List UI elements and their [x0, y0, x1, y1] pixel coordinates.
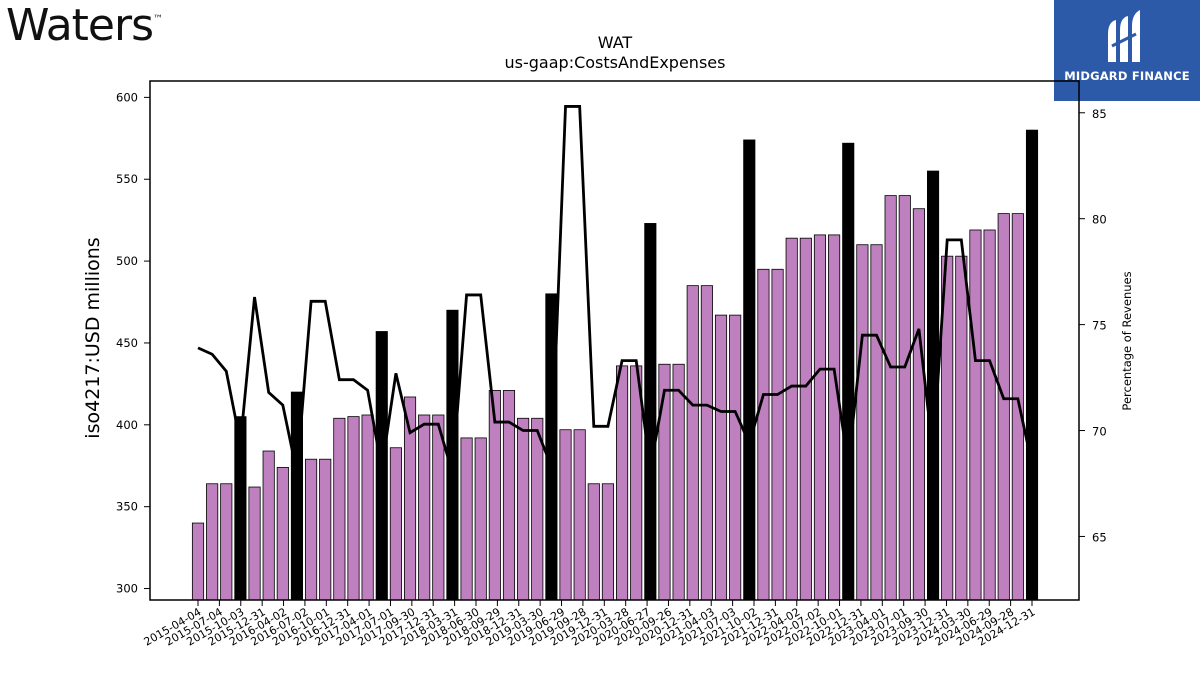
y-axis-label: iso4217:USD millions [82, 237, 104, 438]
y-axis: 300 350 400 450 500 550 600 [116, 90, 150, 596]
quarterly-bar [418, 414, 431, 601]
y2-axis-label: Percentage of Revenues [1120, 271, 1134, 410]
y-tick-label: 600 [116, 90, 138, 104]
y2-tick-label: 75 [1092, 319, 1107, 333]
chart-title: WAT [598, 33, 633, 52]
quarterly-bar [333, 417, 346, 601]
annual-bar [234, 416, 247, 601]
annual-bar [1025, 129, 1039, 601]
annual-bar [743, 139, 756, 601]
quarterly-bar [616, 365, 629, 601]
quarterly-bar [828, 234, 841, 601]
quarterly-bar [248, 486, 261, 601]
quarterly-bar [191, 522, 205, 601]
y-tick-label: 500 [116, 254, 138, 268]
quarterly-bar [220, 483, 233, 601]
quarterly-bar [1011, 213, 1024, 601]
quarterly-bar [389, 447, 402, 601]
annual-bar [842, 142, 855, 601]
y2-tick-label: 80 [1092, 213, 1107, 227]
y2-axis: 65 70 75 80 85 [1079, 107, 1107, 544]
quarterly-bar [305, 458, 318, 601]
quarterly-bar [870, 244, 883, 601]
quarterly-bar [347, 416, 360, 601]
quarterly-bar [714, 314, 728, 601]
percentage-line [197, 105, 1034, 474]
quarterly-bar [262, 450, 275, 601]
quarterly-bar [460, 437, 473, 601]
y-tick-label: 300 [116, 582, 138, 596]
quarterly-bar [785, 237, 798, 601]
y-tick-label: 400 [116, 418, 138, 432]
y2-tick-label: 65 [1092, 530, 1107, 544]
quarterly-bar [573, 429, 586, 601]
quarterly-bar [319, 458, 332, 601]
annual-bar [644, 223, 657, 601]
quarterly-bar [206, 483, 219, 601]
quarterly-bar [856, 244, 869, 601]
quarterly-bar [969, 229, 982, 601]
quarterly-bar [771, 268, 784, 601]
company-logo: Waters™ [6, 0, 163, 51]
quarterly-bar [474, 437, 487, 601]
quarterly-bar [898, 195, 911, 601]
plot-frame [149, 80, 1080, 601]
quarterly-bar [955, 255, 968, 601]
y2-tick-label: 85 [1092, 107, 1107, 121]
quarterly-bar [276, 466, 289, 601]
quarterly-bar [912, 208, 925, 601]
quarterly-bar [587, 483, 600, 601]
quarterly-bar [361, 414, 374, 601]
quarterly-bar [672, 363, 685, 601]
quarterly-bar [531, 417, 544, 601]
chart-subtitle: us-gaap:CostsAndExpenses [505, 53, 726, 72]
quarterly-bar [983, 229, 996, 601]
quarterly-bar [729, 314, 742, 601]
company-logo-text: Waters [6, 0, 154, 51]
partner-logo-emblem-icon [1108, 10, 1140, 62]
quarterly-bar [813, 234, 827, 601]
quarterly-bar [757, 268, 770, 601]
quarterly-bar [700, 285, 713, 601]
partner-logo-text: MIDGARD FINANCE [1064, 69, 1190, 83]
x-axis: 2015-04-042015-07-042015-10-032015-12-31… [142, 600, 1038, 649]
quarterly-bar [559, 429, 572, 601]
quarterly-bar [658, 363, 671, 601]
y-tick-label: 550 [116, 172, 138, 186]
trademark-mark: ™ [153, 14, 163, 25]
y2-tick-label: 70 [1092, 425, 1107, 439]
line-layer [197, 105, 1034, 474]
y-tick-label: 350 [116, 500, 138, 514]
y-tick-label: 450 [116, 336, 138, 350]
bar-group [191, 129, 1039, 601]
quarterly-bar [799, 237, 812, 601]
quarterly-bar [997, 213, 1010, 601]
quarterly-bar [517, 417, 530, 601]
quarterly-bar [686, 285, 699, 601]
quarterly-bar [884, 195, 897, 601]
quarterly-bar [601, 483, 614, 601]
